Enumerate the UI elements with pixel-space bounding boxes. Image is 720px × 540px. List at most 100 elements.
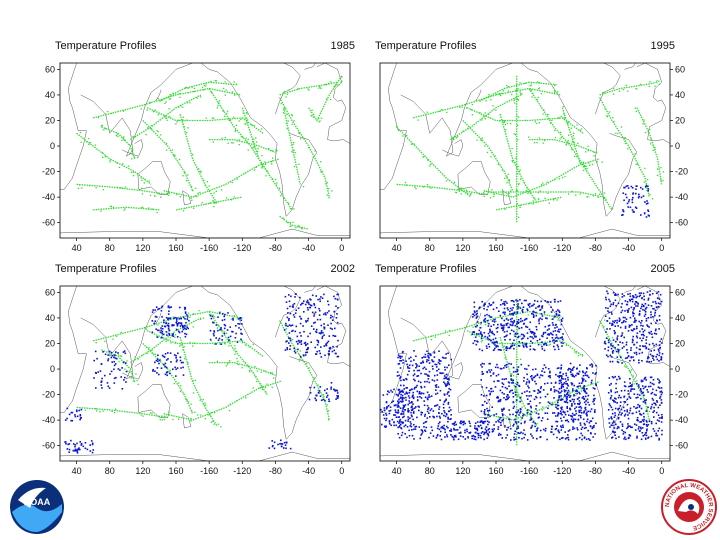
float-profile-point <box>617 351 620 353</box>
float-profile-point <box>184 318 186 320</box>
float-profile-point <box>66 407 69 410</box>
ship-profile-point <box>548 344 550 346</box>
float-profile-point <box>632 356 634 358</box>
float-profile-point <box>617 408 620 411</box>
float-profile-point <box>591 366 593 368</box>
float-profile-point <box>642 391 644 394</box>
float-profile-point <box>656 320 658 322</box>
float-profile-point <box>637 384 640 386</box>
float-profile-point <box>213 331 216 333</box>
float-profile-point <box>573 398 575 401</box>
float-profile-point <box>565 372 567 375</box>
float-profile-point <box>612 430 615 433</box>
float-profile-point <box>517 432 519 434</box>
ship-profile-point <box>175 123 177 125</box>
ship-profile-point <box>504 120 506 122</box>
ship-profile-point <box>241 367 243 369</box>
ship-profile-point <box>529 409 531 411</box>
float-profile-point <box>541 345 543 348</box>
float-profile-point <box>593 399 595 402</box>
float-profile-point <box>303 342 306 345</box>
ship-profile-point <box>310 115 312 117</box>
float-profile-point <box>640 186 642 189</box>
float-profile-point <box>516 325 519 328</box>
float-profile-point <box>174 366 176 369</box>
float-profile-point <box>612 303 614 306</box>
ship-profile-point <box>261 128 263 130</box>
float-profile-point <box>628 199 631 201</box>
float-profile-point <box>508 326 510 329</box>
ship-profile-point <box>529 202 531 204</box>
float-profile-point <box>513 436 515 439</box>
ship-profile-point <box>644 400 647 402</box>
float-profile-point <box>415 366 417 369</box>
float-profile-point <box>398 436 401 439</box>
ship-profile-point <box>213 316 216 318</box>
ship-profile-point <box>474 334 476 336</box>
float-profile-point <box>125 381 127 383</box>
float-profile-point <box>566 387 568 389</box>
float-profile-point <box>577 385 579 388</box>
float-profile-point <box>172 324 175 327</box>
ship-profile-point <box>558 178 560 180</box>
float-profile-point <box>479 435 482 437</box>
float-profile-point <box>505 378 507 380</box>
ship-profile-point <box>313 377 315 379</box>
float-profile-point <box>562 426 564 428</box>
ship-profile-point <box>146 352 148 355</box>
float-profile-point <box>167 326 170 328</box>
float-profile-point <box>401 412 403 415</box>
ship-profile-point <box>644 167 646 170</box>
ship-profile-point <box>189 316 191 318</box>
float-profile-point <box>412 403 414 405</box>
float-profile-point <box>570 405 573 407</box>
ship-profile-point <box>286 93 289 95</box>
float-profile-point <box>234 337 237 339</box>
float-profile-point <box>583 427 586 430</box>
float-profile-point <box>526 326 529 328</box>
float-profile-point <box>503 397 505 399</box>
float-profile-point <box>328 335 331 337</box>
ship-profile-point <box>187 92 189 94</box>
float-profile-point <box>658 350 660 352</box>
float-profile-point <box>385 419 387 422</box>
ship-profile-point <box>612 87 615 90</box>
float-profile-point <box>501 386 504 388</box>
float-profile-point <box>521 309 523 312</box>
float-profile-point <box>532 368 534 371</box>
float-profile-point <box>472 434 475 437</box>
float-profile-point <box>313 313 316 315</box>
float-profile-point <box>86 448 89 451</box>
chart-1995: 40 80 120 160 -160 -120 -80 -40 06040200-20-40-6… <box>379 62 688 253</box>
float-profile-point <box>499 400 501 403</box>
float-profile-point <box>403 405 406 407</box>
coastline <box>275 63 301 115</box>
float-profile-point <box>416 365 418 368</box>
float-profile-point <box>273 447 276 450</box>
float-profile-point <box>285 322 287 325</box>
float-profile-point <box>402 359 404 361</box>
float-profile-point <box>638 426 640 428</box>
float-profile-point <box>631 300 634 303</box>
float-profile-point <box>588 376 590 379</box>
ship-profile-point <box>340 82 342 84</box>
ship-profile-point <box>295 227 297 229</box>
float-profile-point <box>572 418 575 420</box>
float-profile-point <box>539 436 541 439</box>
float-profile-point <box>627 200 630 203</box>
float-profile-point <box>530 406 532 409</box>
float-profile-point <box>413 438 415 440</box>
float-profile-point <box>293 350 296 352</box>
ship-profile-point <box>414 186 416 188</box>
ship-profile-point <box>203 84 206 86</box>
float-profile-point <box>460 422 462 425</box>
float-profile-point <box>611 313 613 315</box>
float-profile-point <box>620 335 623 337</box>
float-profile-point <box>313 322 315 324</box>
ship-profile-point <box>186 119 188 121</box>
ship-profile-point <box>513 99 515 102</box>
float-profile-point <box>502 329 504 332</box>
float-profile-point <box>579 364 581 366</box>
float-profile-point <box>583 410 586 412</box>
ship-profile-point <box>194 379 196 382</box>
